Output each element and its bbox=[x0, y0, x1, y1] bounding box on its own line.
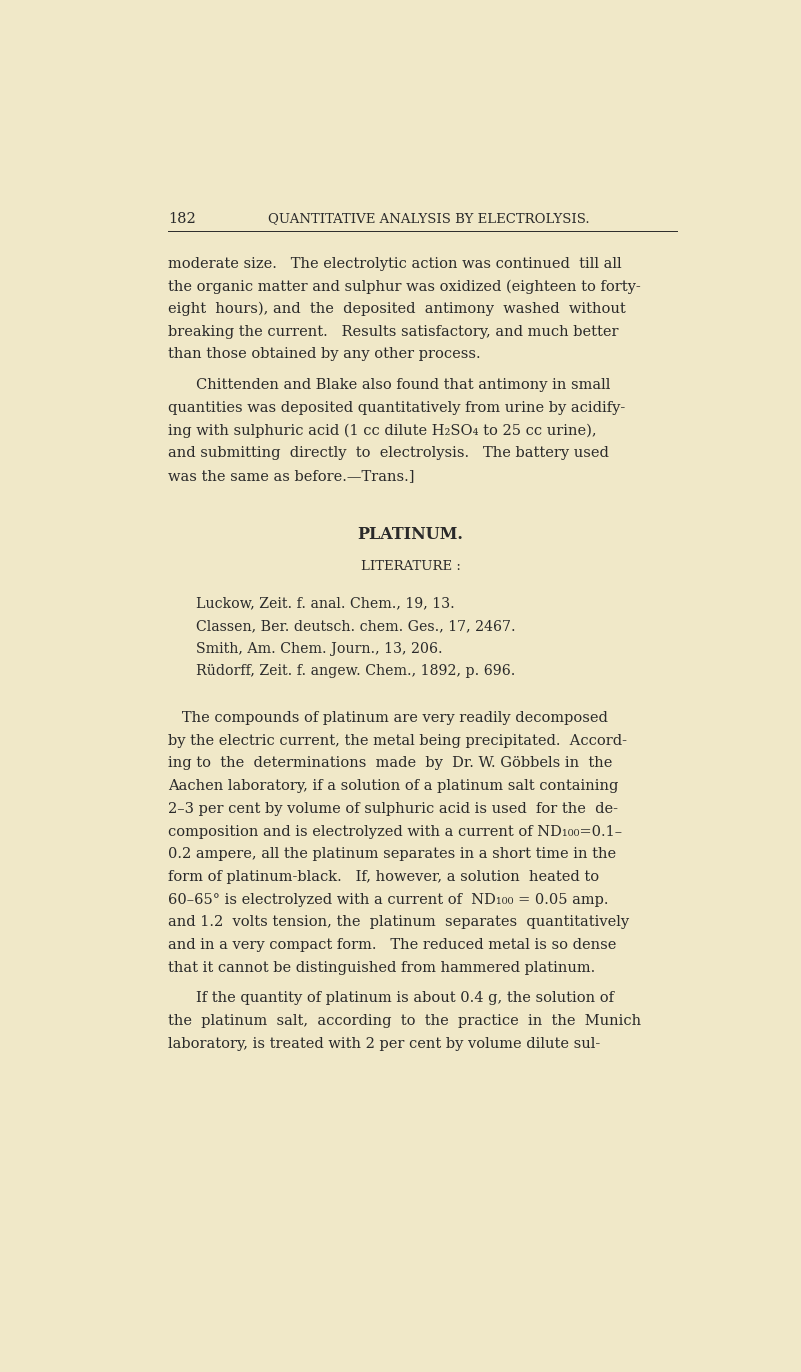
Text: Luckow, Zeit. f. anal. Chem., 19, 13.: Luckow, Zeit. f. anal. Chem., 19, 13. bbox=[196, 597, 455, 611]
Text: Chittenden and Blake also found that antimony in small: Chittenden and Blake also found that ant… bbox=[196, 379, 610, 392]
Text: and in a very compact form.   The reduced metal is so dense: and in a very compact form. The reduced … bbox=[168, 938, 617, 952]
Text: moderate size.   The electrolytic action was continued  till all: moderate size. The electrolytic action w… bbox=[168, 257, 622, 270]
Text: 60–65° is electrolyzed with a current of  ND₁₀₀ = 0.05 amp.: 60–65° is electrolyzed with a current of… bbox=[168, 893, 609, 907]
Text: QUANTITATIVE ANALYSIS BY ELECTROLYSIS.: QUANTITATIVE ANALYSIS BY ELECTROLYSIS. bbox=[268, 213, 590, 225]
Text: eight  hours), and  the  deposited  antimony  washed  without: eight hours), and the deposited antimony… bbox=[168, 302, 626, 317]
Text: the  platinum  salt,  according  to  the  practice  in  the  Munich: the platinum salt, according to the prac… bbox=[168, 1014, 642, 1028]
Text: Classen, Ber. deutsch. chem. Ges., 17, 2467.: Classen, Ber. deutsch. chem. Ges., 17, 2… bbox=[196, 619, 516, 632]
Text: than those obtained by any other process.: than those obtained by any other process… bbox=[168, 347, 481, 361]
Text: 2–3 per cent by volume of sulphuric acid is used  for the  de-: 2–3 per cent by volume of sulphuric acid… bbox=[168, 801, 618, 816]
Text: was the same as before.—Trans.]: was the same as before.—Trans.] bbox=[168, 469, 415, 483]
Text: laboratory, is treated with 2 per cent by volume dilute sul-: laboratory, is treated with 2 per cent b… bbox=[168, 1037, 601, 1051]
Text: LITERATURE :: LITERATURE : bbox=[360, 560, 461, 573]
Text: by the electric current, the metal being precipitated.  Accord-: by the electric current, the metal being… bbox=[168, 734, 627, 748]
Text: The compounds of platinum are very readily decomposed: The compounds of platinum are very readi… bbox=[168, 711, 608, 724]
Text: 182: 182 bbox=[168, 213, 196, 226]
Text: breaking the current.   Results satisfactory, and much better: breaking the current. Results satisfacto… bbox=[168, 325, 619, 339]
Text: If the quantity of platinum is about 0.4 g, the solution of: If the quantity of platinum is about 0.4… bbox=[196, 992, 614, 1006]
Text: Rüdorff, Zeit. f. angew. Chem., 1892, p. 696.: Rüdorff, Zeit. f. angew. Chem., 1892, p.… bbox=[196, 664, 516, 679]
Text: and submitting  directly  to  electrolysis.   The battery used: and submitting directly to electrolysis.… bbox=[168, 446, 610, 460]
Text: the organic matter and sulphur was oxidized (eighteen to forty-: the organic matter and sulphur was oxidi… bbox=[168, 280, 641, 294]
Text: Smith, Am. Chem. Journ., 13, 206.: Smith, Am. Chem. Journ., 13, 206. bbox=[196, 642, 443, 656]
Text: composition and is electrolyzed with a current of ND₁₀₀=0.1–: composition and is electrolyzed with a c… bbox=[168, 825, 622, 838]
Text: and 1.2  volts tension, the  platinum  separates  quantitatively: and 1.2 volts tension, the platinum sepa… bbox=[168, 915, 630, 929]
Text: ing with sulphuric acid (1 cc dilute H₂SO₄ to 25 cc urine),: ing with sulphuric acid (1 cc dilute H₂S… bbox=[168, 424, 597, 438]
Text: Aachen laboratory, if a solution of a platinum salt containing: Aachen laboratory, if a solution of a pl… bbox=[168, 779, 619, 793]
Text: ing to  the  determinations  made  by  Dr. W. Göbbels in  the: ing to the determinations made by Dr. W.… bbox=[168, 756, 613, 771]
Text: quantities was deposited quantitatively from urine by acidify-: quantities was deposited quantitatively … bbox=[168, 401, 626, 414]
Text: PLATINUM.: PLATINUM. bbox=[357, 525, 464, 543]
Text: form of platinum-black.   If, however, a solution  heated to: form of platinum-black. If, however, a s… bbox=[168, 870, 599, 884]
Text: 0.2 ampere, all the platinum separates in a short time in the: 0.2 ampere, all the platinum separates i… bbox=[168, 848, 617, 862]
Text: that it cannot be distinguished from hammered platinum.: that it cannot be distinguished from ham… bbox=[168, 960, 596, 975]
